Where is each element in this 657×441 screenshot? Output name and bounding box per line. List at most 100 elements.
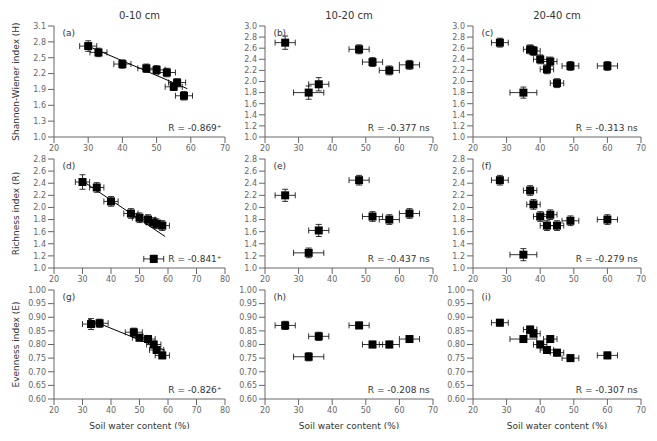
svg-text:1.4: 1.4 xyxy=(452,240,465,249)
svg-text:60: 60 xyxy=(602,275,612,284)
svg-text:2.8: 2.8 xyxy=(452,155,465,164)
svg-text:0.60: 0.60 xyxy=(239,395,257,404)
svg-text:30: 30 xyxy=(502,275,512,284)
svg-text:0.80: 0.80 xyxy=(239,340,257,349)
svg-text:2.2: 2.2 xyxy=(244,66,257,75)
svg-text:3.1: 3.1 xyxy=(33,22,46,31)
svg-text:80: 80 xyxy=(220,275,230,284)
svg-text:2.0: 2.0 xyxy=(244,203,257,212)
svg-text:0.60: 0.60 xyxy=(28,395,46,404)
svg-text:1.8: 1.8 xyxy=(452,88,465,97)
svg-text:2.6: 2.6 xyxy=(452,44,465,53)
svg-text:1.4: 1.4 xyxy=(33,240,46,249)
svg-text:0.70: 0.70 xyxy=(239,368,257,377)
svg-text:70: 70 xyxy=(428,144,438,153)
svg-text:30: 30 xyxy=(294,406,304,415)
svg-text:2.2: 2.2 xyxy=(452,66,465,75)
svg-text:70: 70 xyxy=(191,406,201,415)
svg-text:2.8: 2.8 xyxy=(452,33,465,42)
svg-text:0.85: 0.85 xyxy=(28,327,46,336)
svg-text:1.4: 1.4 xyxy=(244,111,257,120)
svg-text:50: 50 xyxy=(152,144,162,153)
svg-text:30: 30 xyxy=(294,144,304,153)
svg-text:30: 30 xyxy=(83,144,93,153)
svg-text:1.2: 1.2 xyxy=(33,252,46,261)
svg-text:70: 70 xyxy=(636,406,646,415)
svg-text:60: 60 xyxy=(186,144,196,153)
svg-text:60: 60 xyxy=(394,275,404,284)
svg-text:3.0: 3.0 xyxy=(452,22,465,31)
svg-text:1.8: 1.8 xyxy=(244,215,257,224)
svg-text:0.75: 0.75 xyxy=(447,354,465,363)
svg-text:2.4: 2.4 xyxy=(244,55,257,64)
svg-text:2.4: 2.4 xyxy=(452,55,465,64)
svg-text:40: 40 xyxy=(327,144,337,153)
svg-text:2.8: 2.8 xyxy=(33,38,46,47)
svg-text:60: 60 xyxy=(163,406,173,415)
svg-text:40: 40 xyxy=(106,406,116,415)
svg-text:1.6: 1.6 xyxy=(244,100,257,109)
svg-text:30: 30 xyxy=(77,406,87,415)
svg-text:0.90: 0.90 xyxy=(447,313,465,322)
svg-text:2.6: 2.6 xyxy=(244,44,257,53)
svg-text:60: 60 xyxy=(394,144,404,153)
svg-text:40: 40 xyxy=(327,406,337,415)
svg-text:0.95: 0.95 xyxy=(447,299,465,308)
svg-text:1.00: 1.00 xyxy=(28,286,46,295)
svg-text:Evenness index (E): Evenness index (E) xyxy=(11,302,21,388)
svg-text:2.0: 2.0 xyxy=(452,203,465,212)
svg-text:2.4: 2.4 xyxy=(33,179,46,188)
svg-text:2.4: 2.4 xyxy=(452,179,465,188)
svg-text:1.6: 1.6 xyxy=(33,101,46,110)
svg-text:1.8: 1.8 xyxy=(452,215,465,224)
svg-text:1.2: 1.2 xyxy=(452,252,465,261)
svg-text:2.6: 2.6 xyxy=(452,167,465,176)
svg-text:2.2: 2.2 xyxy=(33,69,46,78)
svg-text:Soil water content (%): Soil water content (%) xyxy=(507,421,607,429)
svg-text:30: 30 xyxy=(294,275,304,284)
svg-text:70: 70 xyxy=(428,406,438,415)
svg-text:80: 80 xyxy=(220,406,230,415)
svg-text:1.00: 1.00 xyxy=(447,286,465,295)
svg-text:2.5: 2.5 xyxy=(33,54,46,63)
svg-text:60: 60 xyxy=(163,275,173,284)
svg-text:Soil water content (%): Soil water content (%) xyxy=(89,421,189,429)
svg-text:20: 20 xyxy=(49,406,59,415)
svg-text:0.80: 0.80 xyxy=(447,340,465,349)
svg-text:30: 30 xyxy=(77,275,87,284)
svg-text:70: 70 xyxy=(191,275,201,284)
svg-text:0.70: 0.70 xyxy=(447,368,465,377)
svg-text:2.0: 2.0 xyxy=(452,77,465,86)
svg-text:0.65: 0.65 xyxy=(447,381,465,390)
svg-text:40: 40 xyxy=(535,275,545,284)
svg-text:3.0: 3.0 xyxy=(244,22,257,31)
svg-text:70: 70 xyxy=(636,144,646,153)
svg-text:50: 50 xyxy=(569,275,579,284)
svg-text:30: 30 xyxy=(502,144,512,153)
svg-text:30: 30 xyxy=(502,406,512,415)
svg-text:2.6: 2.6 xyxy=(244,167,257,176)
svg-text:Shannon-Wiener index (H): Shannon-Wiener index (H) xyxy=(11,22,21,140)
svg-text:0.70: 0.70 xyxy=(28,368,46,377)
svg-text:1.0: 1.0 xyxy=(452,133,465,142)
svg-text:1.8: 1.8 xyxy=(244,88,257,97)
svg-text:50: 50 xyxy=(361,144,371,153)
svg-text:0.90: 0.90 xyxy=(239,313,257,322)
svg-text:50: 50 xyxy=(361,406,371,415)
svg-text:20: 20 xyxy=(49,144,59,153)
svg-text:20: 20 xyxy=(468,275,478,284)
svg-text:1.0: 1.0 xyxy=(33,133,46,142)
svg-text:1.2: 1.2 xyxy=(244,252,257,261)
svg-text:1.2: 1.2 xyxy=(244,122,257,131)
svg-text:1.3: 1.3 xyxy=(33,117,46,126)
svg-text:20: 20 xyxy=(468,144,478,153)
svg-text:20: 20 xyxy=(260,275,270,284)
svg-text:1.6: 1.6 xyxy=(452,228,465,237)
svg-text:1.4: 1.4 xyxy=(244,240,257,249)
svg-text:2.2: 2.2 xyxy=(33,191,46,200)
svg-text:1.0: 1.0 xyxy=(33,264,46,273)
svg-text:40: 40 xyxy=(117,144,127,153)
svg-text:50: 50 xyxy=(569,144,579,153)
svg-text:0.60: 0.60 xyxy=(447,395,465,404)
svg-text:0.65: 0.65 xyxy=(28,381,46,390)
